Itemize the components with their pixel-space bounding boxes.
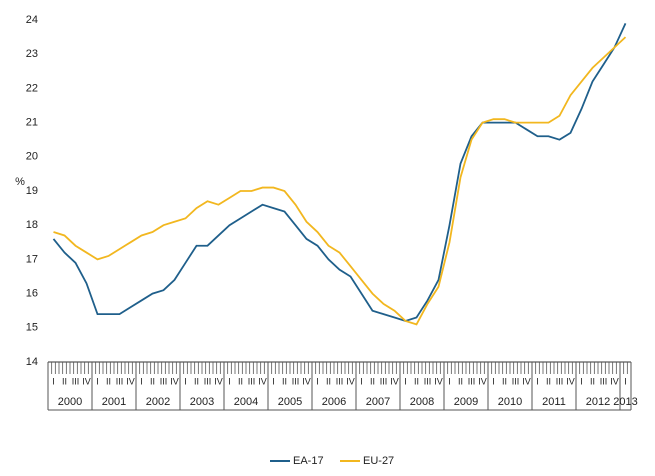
x-tick-label: I: [580, 376, 583, 386]
x-tick-label: II: [62, 376, 67, 386]
y-tick-label: 24: [26, 14, 38, 26]
x-tick-label: III: [204, 376, 212, 386]
x-tick-label: IV: [522, 376, 531, 386]
year-label: 2001: [102, 396, 126, 408]
x-tick-label: I: [316, 376, 319, 386]
y-tick-label: 18: [26, 219, 38, 231]
x-tick-label: IV: [566, 376, 575, 386]
x-tick-label: IV: [434, 376, 443, 386]
year-label: 2010: [498, 396, 522, 408]
year-label: 2013: [613, 396, 637, 408]
x-tick-label: I: [360, 376, 363, 386]
x-tick-label: II: [458, 376, 463, 386]
x-tick-label: II: [326, 376, 331, 386]
y-tick-label: 19: [26, 185, 38, 197]
x-tick-label: III: [468, 376, 476, 386]
x-tick-label: I: [624, 376, 627, 386]
x-tick-label: I: [228, 376, 231, 386]
legend-label: EA-17: [293, 455, 324, 467]
x-tick-label: IV: [258, 376, 267, 386]
x-tick-label: I: [404, 376, 407, 386]
x-tick-label: IV: [346, 376, 355, 386]
x-tick-label: I: [52, 376, 55, 386]
x-tick-label: III: [292, 376, 300, 386]
x-tick-label: I: [96, 376, 99, 386]
x-tick-label: III: [248, 376, 256, 386]
year-label: 2005: [278, 396, 302, 408]
x-tick-label: III: [380, 376, 388, 386]
year-label: 2003: [190, 396, 214, 408]
x-tick-label: I: [448, 376, 451, 386]
year-label: 2008: [410, 396, 434, 408]
year-label: 2011: [542, 396, 566, 408]
x-tick-label: III: [336, 376, 344, 386]
x-tick-label: II: [106, 376, 111, 386]
x-tick-label: II: [282, 376, 287, 386]
year-label: 2006: [322, 396, 346, 408]
x-tick-label: II: [590, 376, 595, 386]
year-label: 2000: [58, 396, 82, 408]
year-label: 2007: [366, 396, 390, 408]
x-tick-label: IV: [610, 376, 619, 386]
x-tick-label: II: [414, 376, 419, 386]
x-tick-label: IV: [170, 376, 179, 386]
series-line: [52, 23, 627, 322]
x-tick-label: III: [424, 376, 432, 386]
y-tick-label: 23: [26, 48, 38, 60]
x-tick-label: II: [546, 376, 551, 386]
x-tick-label: I: [536, 376, 539, 386]
y-tick-label: 16: [26, 288, 38, 300]
x-tick-label: IV: [126, 376, 135, 386]
x-tick-label: IV: [302, 376, 311, 386]
x-tick-label: IV: [214, 376, 223, 386]
x-tick-label: II: [150, 376, 155, 386]
x-tick-label: II: [502, 376, 507, 386]
x-tick-label: IV: [478, 376, 487, 386]
y-axis-label: %: [15, 176, 25, 188]
x-tick-label: III: [556, 376, 564, 386]
x-tick-label: II: [194, 376, 199, 386]
y-tick-label: 20: [26, 151, 38, 163]
y-tick-label: 17: [26, 253, 38, 265]
year-label: 2012: [586, 396, 610, 408]
x-tick-label: III: [72, 376, 80, 386]
y-tick-label: 22: [26, 82, 38, 94]
series-line: [53, 36, 627, 326]
x-tick-label: IV: [82, 376, 91, 386]
x-tick-label: III: [160, 376, 168, 386]
x-tick-label: IV: [390, 376, 399, 386]
x-tick-label: III: [600, 376, 608, 386]
year-label: 2004: [234, 396, 258, 408]
x-tick-label: I: [272, 376, 275, 386]
legend-label: EU-27: [363, 455, 394, 467]
x-tick-label: III: [512, 376, 520, 386]
x-tick-label: I: [492, 376, 495, 386]
x-tick-label: II: [370, 376, 375, 386]
x-tick-label: II: [238, 376, 243, 386]
x-tick-label: III: [116, 376, 124, 386]
x-tick-label: I: [140, 376, 143, 386]
y-tick-label: 14: [26, 356, 38, 368]
y-tick-label: 21: [26, 117, 38, 129]
y-tick-label: 15: [26, 322, 38, 334]
x-tick-label: I: [184, 376, 187, 386]
year-label: 2009: [454, 396, 478, 408]
year-label: 2002: [146, 396, 170, 408]
